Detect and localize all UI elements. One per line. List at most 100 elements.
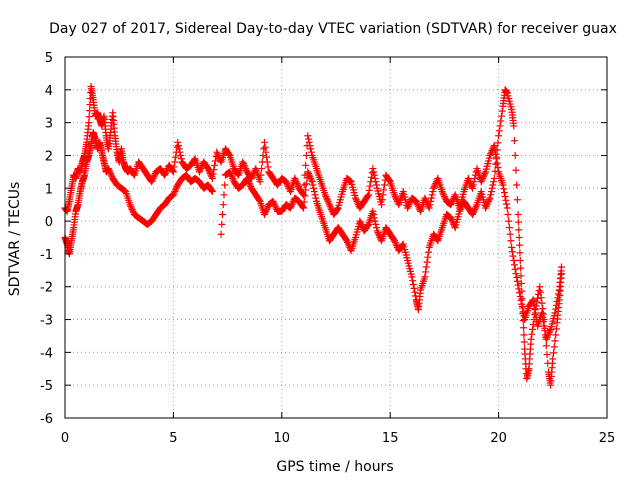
data-point-interp (128, 206, 136, 214)
data-point-interp (530, 316, 538, 324)
data-point (425, 204, 433, 212)
data-point (299, 204, 307, 212)
data-point-interp (261, 143, 269, 151)
data-point-interp (257, 171, 265, 179)
data-point-interp (294, 181, 302, 189)
data-point-interp (127, 204, 135, 212)
data-point-interp (406, 199, 414, 207)
data-point-interp (283, 179, 291, 187)
data-point-interp (470, 207, 478, 215)
data-point-interp (239, 160, 247, 168)
data-point-interp (305, 170, 313, 178)
data-point (482, 204, 490, 212)
data-point (512, 270, 520, 278)
data-point-interp (227, 171, 235, 179)
data-point-interp (371, 174, 379, 182)
data-point-interp (517, 264, 525, 272)
data-point-interp (170, 163, 178, 171)
data-point-interp (107, 170, 115, 178)
data-point-interp (424, 253, 432, 261)
data-point (321, 191, 329, 199)
data-point-interp (171, 188, 179, 196)
data-point-interp (307, 174, 315, 182)
data-point (369, 207, 377, 215)
data-point-interp (162, 168, 170, 176)
data-point-interp (302, 161, 310, 169)
data-point-interp (484, 197, 492, 205)
data-point-interp (507, 237, 515, 245)
data-point-interp (149, 174, 157, 182)
data-point (365, 191, 373, 199)
y-tick-label: 1 (45, 182, 53, 197)
data-point-interp (425, 248, 433, 256)
data-point-interp (538, 299, 546, 307)
data-point (549, 355, 557, 363)
data-point-interp (310, 188, 318, 196)
data-point-interp (485, 196, 493, 204)
data-point-interp (505, 217, 513, 225)
data-point-interp (197, 165, 205, 173)
data-point (430, 184, 438, 192)
data-point-interp (481, 170, 489, 178)
data-point-interp (380, 186, 388, 194)
data-point-interp (456, 206, 464, 214)
data-point (104, 165, 112, 173)
data-point-interp (513, 273, 521, 281)
x-tick-label: 10 (274, 431, 291, 446)
data-point-interp (271, 201, 279, 209)
data-point-interp (484, 199, 492, 207)
data-point (557, 263, 565, 271)
data-point-interp (305, 135, 313, 143)
data-point-interp (448, 217, 456, 225)
data-point-interp (226, 170, 234, 178)
data-point-interp (380, 181, 388, 189)
data-point-interp (306, 173, 314, 181)
data-point-interp (482, 202, 490, 210)
data-point-interp (333, 205, 341, 213)
data-point (391, 237, 399, 245)
data-point (161, 171, 169, 179)
data-point-interp (472, 202, 480, 210)
data-point (516, 256, 524, 264)
data-point-interp (503, 200, 511, 208)
data-point-interp (409, 277, 417, 285)
data-point-interp (511, 151, 519, 159)
data-points (61, 83, 565, 389)
data-point (438, 188, 446, 196)
data-point-interp (515, 226, 523, 234)
y-tick-label: 3 (45, 117, 53, 132)
data-point-interp (479, 174, 487, 182)
data-point-interp (322, 192, 330, 200)
data-point-interp (500, 185, 508, 193)
data-point-interp (302, 186, 310, 194)
data-point-interp (172, 186, 180, 194)
data-point (404, 204, 412, 212)
data-point-interp (107, 171, 115, 179)
data-point-interp (302, 180, 310, 188)
data-point-interp (423, 258, 431, 266)
data-point-interp (391, 238, 399, 246)
data-point (369, 165, 377, 173)
data-point (373, 227, 381, 235)
data-point-interp (513, 196, 521, 204)
data-point (260, 211, 268, 219)
data-point (239, 158, 247, 166)
data-point-interp (364, 221, 372, 229)
data-point-interp (292, 178, 300, 186)
data-point-interp (498, 107, 506, 115)
data-point-interp (542, 333, 550, 341)
data-point-interp (488, 184, 496, 192)
data-point-interp (196, 166, 204, 174)
data-point (286, 204, 294, 212)
data-point-interp (287, 202, 295, 210)
data-point-interp (357, 220, 365, 228)
x-tick-label: 5 (169, 431, 177, 446)
data-point-interp (174, 142, 182, 150)
data-point-interp (344, 238, 352, 246)
data-point-interp (469, 181, 477, 189)
data-point-interp (366, 182, 374, 190)
data-point (269, 197, 277, 205)
data-point-interp (422, 196, 430, 204)
x-tick-label: 0 (61, 431, 69, 446)
